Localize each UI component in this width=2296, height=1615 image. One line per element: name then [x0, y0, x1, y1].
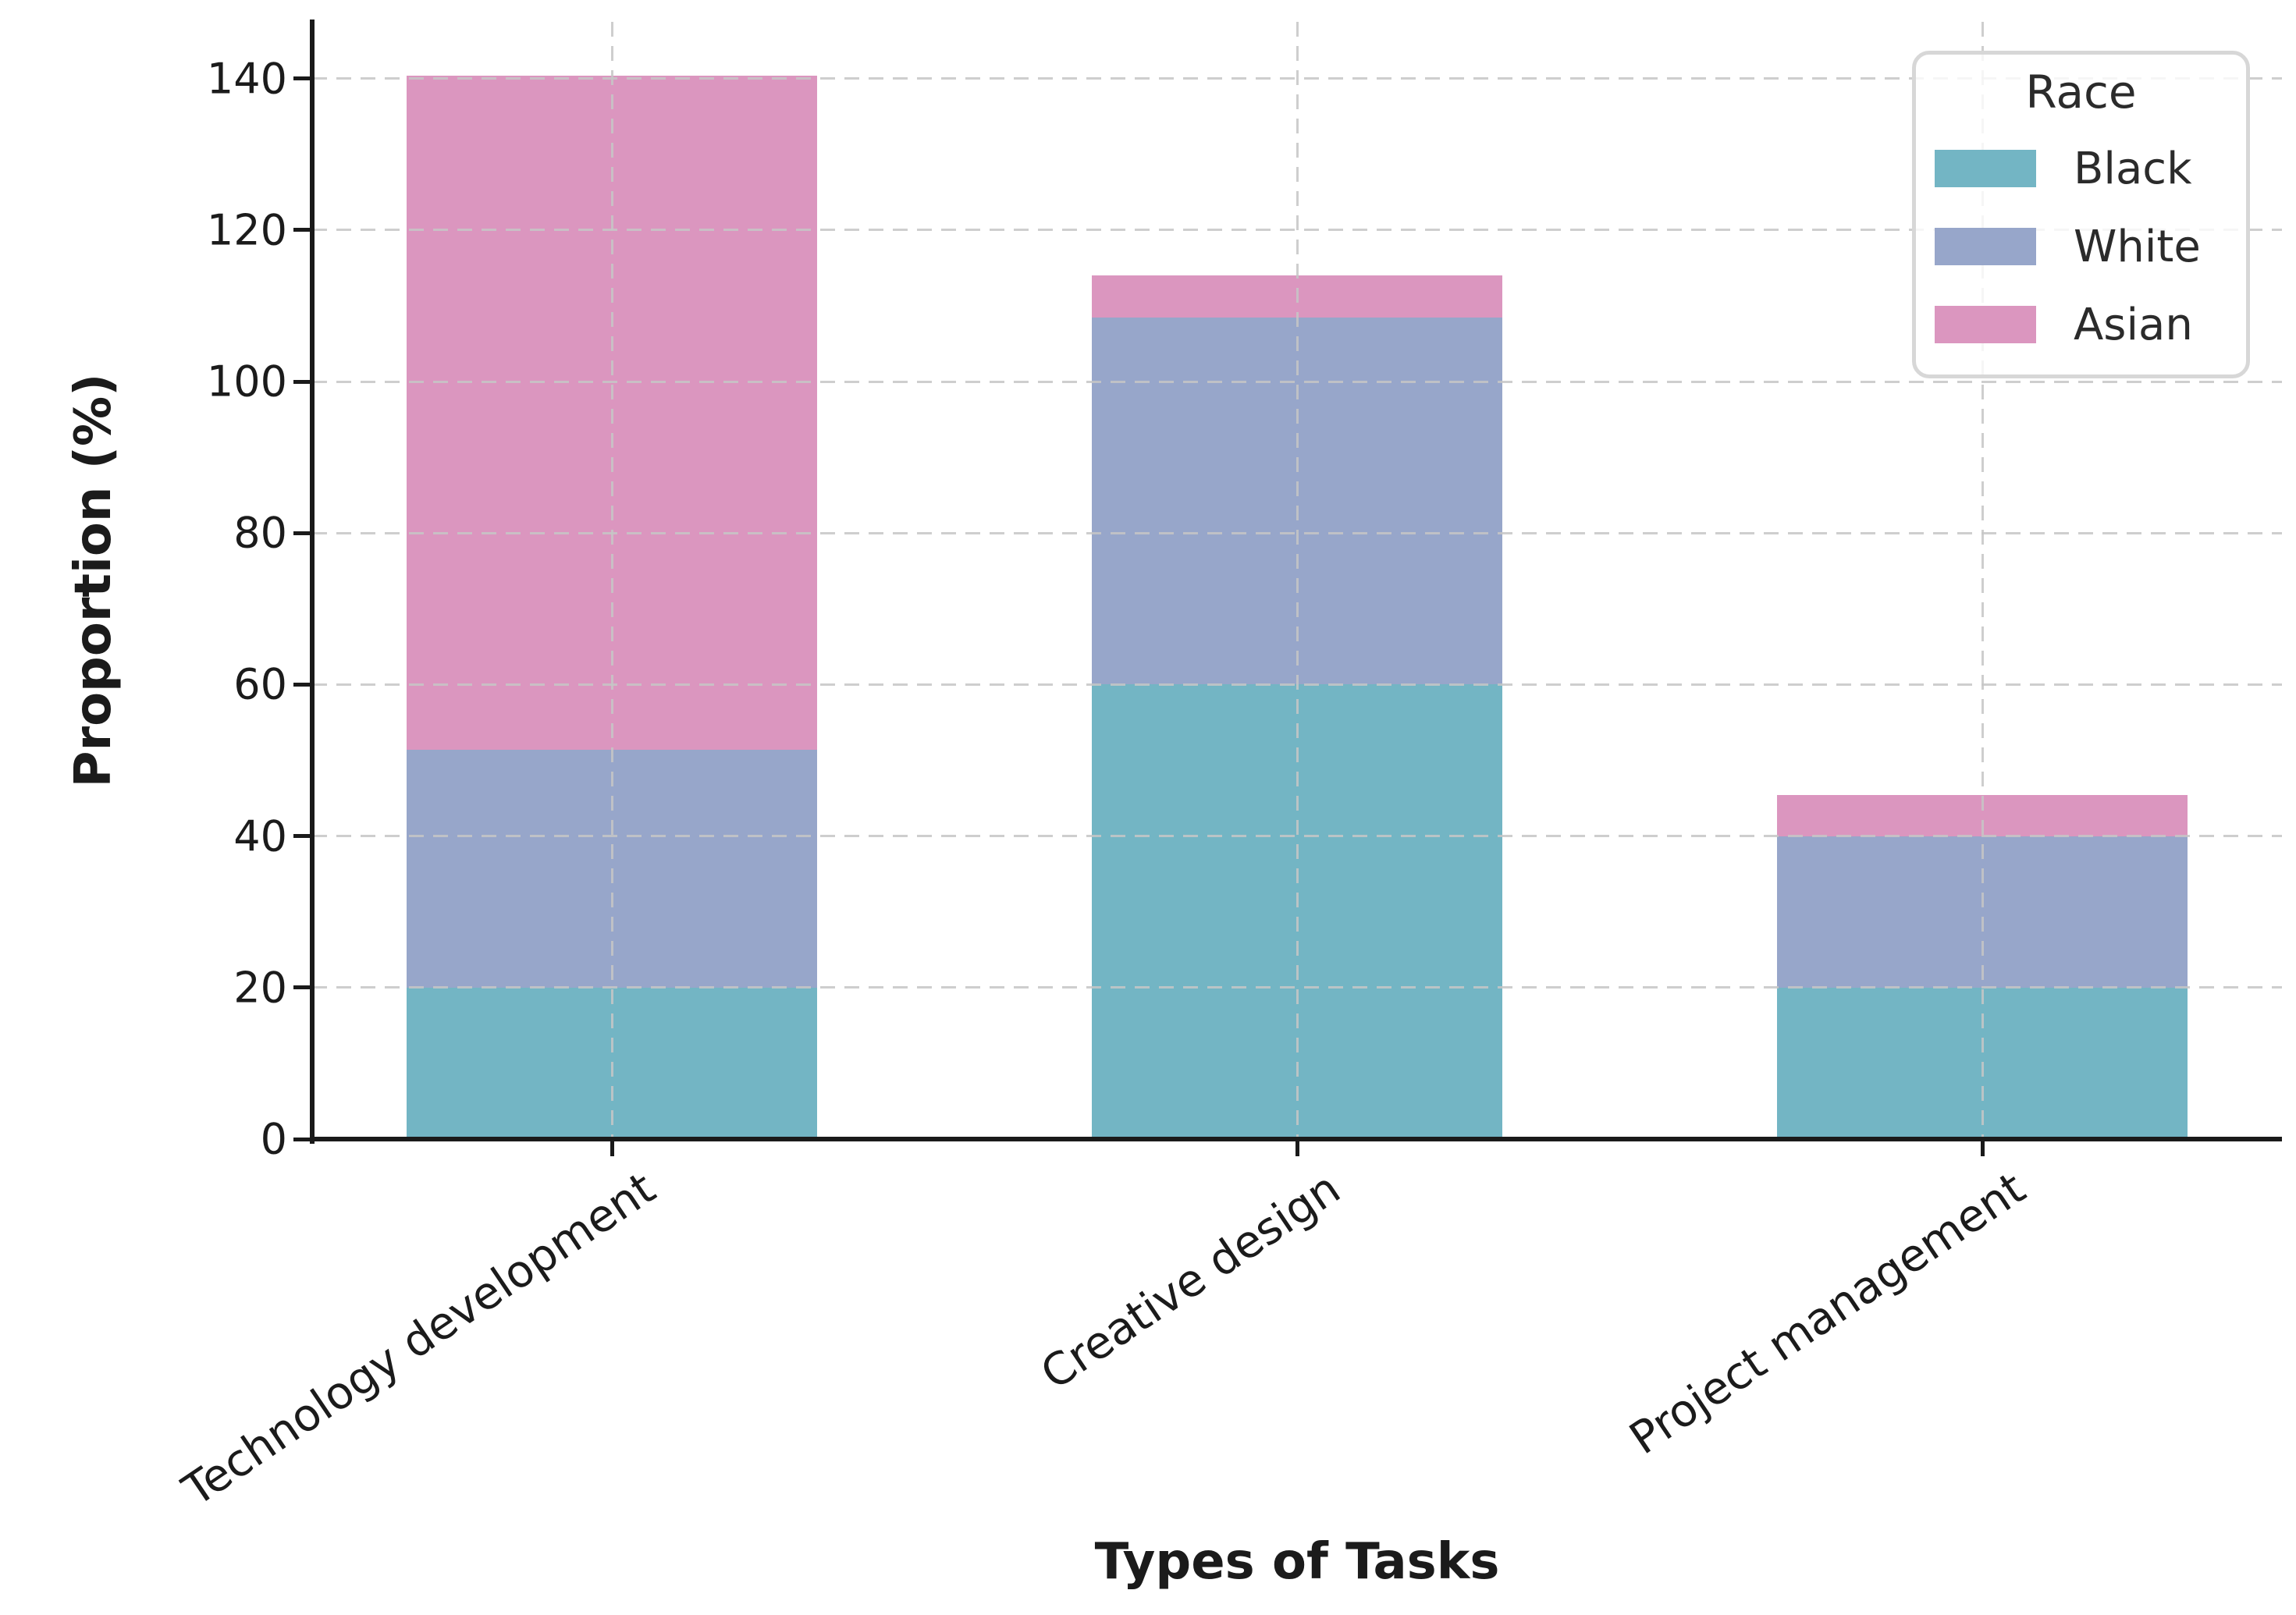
- x-tick-3: [1980, 1139, 1985, 1156]
- y-tick-label-0: 0: [260, 1114, 287, 1164]
- legend-items: Black White Asian: [1935, 130, 2227, 364]
- y-tick-label-40: 40: [233, 811, 287, 861]
- y-axis-label: Proportion (%): [65, 373, 123, 788]
- legend-label-black: Black: [2074, 143, 2192, 194]
- y-tick-120: [293, 228, 312, 232]
- y-tick-label-80: 80: [233, 508, 287, 558]
- legend-label-asian: Asian: [2074, 299, 2193, 350]
- legend-swatch-white: [1935, 228, 2036, 265]
- legend-swatch-black: [1935, 150, 2036, 187]
- y-tick-20: [293, 985, 312, 990]
- y-axis-spine: [310, 20, 315, 1144]
- y-tick-label-60: 60: [233, 659, 287, 709]
- x-tick-1: [610, 1139, 614, 1156]
- y-tick-label-100: 100: [206, 357, 287, 406]
- y-tick-80: [293, 531, 312, 535]
- y-tick-40: [293, 834, 312, 839]
- y-tick-60: [293, 682, 312, 687]
- y-tick-140: [293, 76, 312, 81]
- gridline-x-1: [610, 22, 613, 1139]
- y-tick-100: [293, 379, 312, 384]
- gridline-x-2: [1295, 22, 1299, 1139]
- x-axis-label: Types of Tasks: [1094, 1533, 1500, 1591]
- y-tick-label-140: 140: [206, 54, 287, 104]
- x-tick-2: [1295, 1139, 1299, 1156]
- legend: Race Black White Asian: [1912, 51, 2250, 378]
- legend-title: Race: [2025, 66, 2137, 119]
- legend-item-white: White: [1935, 208, 2227, 286]
- y-tick-label-120: 120: [206, 205, 287, 255]
- legend-label-white: White: [2074, 221, 2201, 272]
- y-tick-label-20: 20: [233, 963, 287, 1013]
- x-tick-label-3: Project management: [1620, 1162, 2035, 1465]
- y-tick-0: [293, 1137, 312, 1141]
- legend-item-black: Black: [1935, 130, 2227, 208]
- legend-swatch-asian: [1935, 306, 2036, 343]
- x-tick-label-1: Technology development: [173, 1162, 664, 1517]
- legend-item-asian: Asian: [1935, 286, 2227, 364]
- gridline-x-3: [1981, 22, 1984, 1139]
- x-tick-label-2: Creative design: [1032, 1162, 1349, 1400]
